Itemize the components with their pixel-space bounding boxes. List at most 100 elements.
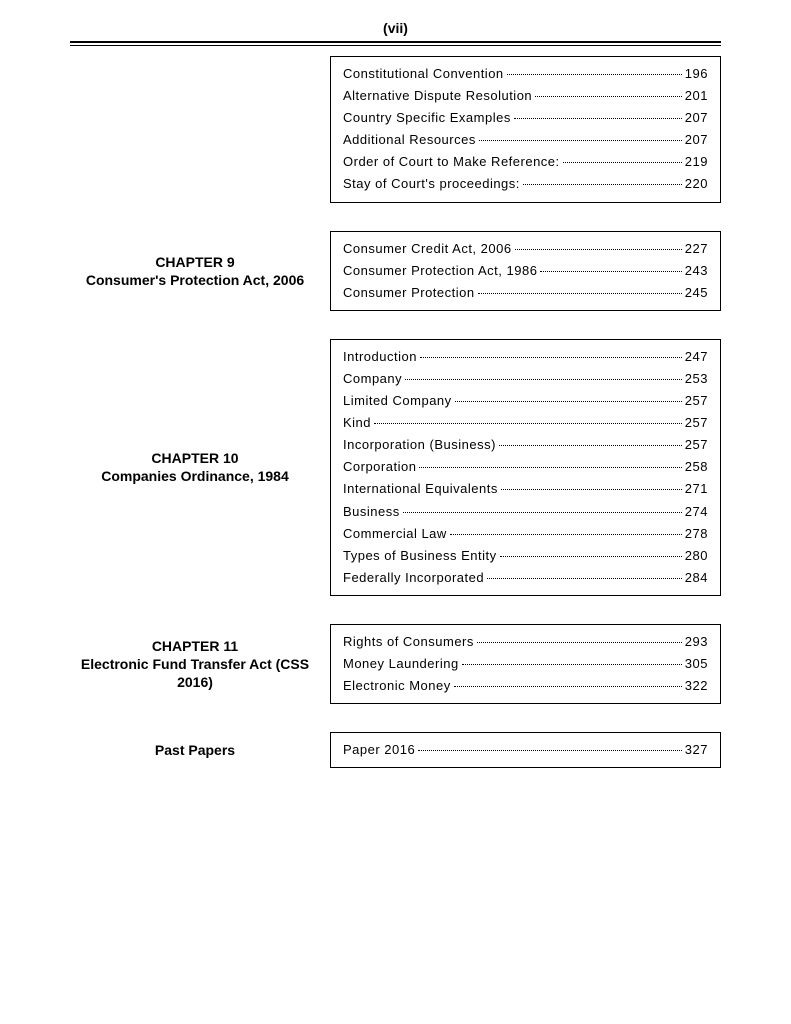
leader-dots	[418, 750, 682, 751]
entries-box: Constitutional Convention196Alternative …	[330, 56, 721, 203]
leader-dots	[450, 534, 682, 535]
toc-entry: Stay of Court's proceedings:220	[343, 173, 708, 195]
toc-entry: Consumer Protection Act, 1986 243	[343, 260, 708, 282]
toc-entry: Electronic Money 322	[343, 675, 708, 697]
entry-page: 280	[685, 545, 708, 567]
toc-sections: Constitutional Convention196Alternative …	[70, 56, 721, 768]
entry-page: 271	[685, 478, 708, 500]
entry-title: Alternative Dispute Resolution	[343, 85, 532, 107]
toc-section: Past Papers Paper 2016 327	[70, 732, 721, 768]
toc-entry: Commercial Law 278	[343, 523, 708, 545]
entry-page: 245	[685, 282, 708, 304]
entry-page: 201	[685, 85, 708, 107]
chapter-number: CHAPTER 9	[70, 253, 320, 271]
entry-page: 284	[685, 567, 708, 589]
leader-dots	[405, 379, 682, 380]
entry-title: Limited Company	[343, 390, 452, 412]
entry-title: Company	[343, 368, 402, 390]
section-label: CHAPTER 11Electronic Fund Transfer Act (…	[70, 637, 330, 692]
leader-dots	[374, 423, 682, 424]
page-number: (vii)	[70, 20, 721, 41]
toc-entry: Federally Incorporated 284	[343, 567, 708, 589]
entry-title: Kind	[343, 412, 371, 434]
leader-dots	[535, 96, 682, 97]
toc-entry: Constitutional Convention196	[343, 63, 708, 85]
entry-title: Federally Incorporated	[343, 567, 484, 589]
entry-title: Money Laundering	[343, 653, 459, 675]
toc-entry: Kind 257	[343, 412, 708, 434]
leader-dots	[420, 357, 682, 358]
toc-entry: Country Specific Examples207	[343, 107, 708, 129]
entries-box: Consumer Credit Act, 2006227Consumer Pro…	[330, 231, 721, 311]
entry-title: Additional Resources	[343, 129, 476, 151]
entry-title: Corporation	[343, 456, 416, 478]
entry-page: 305	[685, 653, 708, 675]
toc-entry: Rights of Consumers293	[343, 631, 708, 653]
entry-page: 257	[685, 390, 708, 412]
toc-entry: Company253	[343, 368, 708, 390]
entries-box: Rights of Consumers293Money Laundering 30…	[330, 624, 721, 704]
entry-title: Business	[343, 501, 400, 523]
entry-title: Country Specific Examples	[343, 107, 511, 129]
leader-dots	[454, 686, 682, 687]
toc-entry: Introduction247	[343, 346, 708, 368]
section-label: Past Papers	[70, 741, 330, 759]
entry-title: Consumer Protection Act, 1986	[343, 260, 537, 282]
header-rule-thick	[70, 41, 721, 43]
leader-dots	[500, 556, 682, 557]
entry-title: Commercial Law	[343, 523, 447, 545]
entry-title: Consumer Credit Act, 2006	[343, 238, 512, 260]
entry-title: Types of Business Entity	[343, 545, 497, 567]
entries-box: Introduction247Company253Limited Company…	[330, 339, 721, 596]
toc-entry: Corporation 258	[343, 456, 708, 478]
entry-page: 219	[685, 151, 708, 173]
entry-title: Electronic Money	[343, 675, 451, 697]
entry-page: 278	[685, 523, 708, 545]
toc-entry: Consumer Credit Act, 2006227	[343, 238, 708, 260]
chapter-number: Past Papers	[70, 741, 320, 759]
entry-title: International Equivalents	[343, 478, 498, 500]
toc-entry: Limited Company 257	[343, 390, 708, 412]
toc-entry: Incorporation (Business) 257	[343, 434, 708, 456]
entry-title: Constitutional Convention	[343, 63, 504, 85]
entry-page: 322	[685, 675, 708, 697]
leader-dots	[515, 249, 682, 250]
entry-page: 293	[685, 631, 708, 653]
leader-dots	[479, 140, 682, 141]
entry-page: 220	[685, 173, 708, 195]
leader-dots	[403, 512, 682, 513]
entries-box: Paper 2016 327	[330, 732, 721, 768]
leader-dots	[563, 162, 682, 163]
entry-title: Order of Court to Make Reference:	[343, 151, 560, 173]
leader-dots	[514, 118, 682, 119]
entry-title: Paper 2016	[343, 739, 415, 761]
leader-dots	[487, 578, 682, 579]
header-rule-thin	[70, 45, 721, 46]
leader-dots	[419, 467, 681, 468]
leader-dots	[478, 293, 682, 294]
toc-section: CHAPTER 9Consumer's Protection Act, 2006…	[70, 231, 721, 311]
entry-page: 257	[685, 434, 708, 456]
toc-section: CHAPTER 11Electronic Fund Transfer Act (…	[70, 624, 721, 704]
chapter-title: Companies Ordinance, 1984	[70, 467, 320, 485]
chapter-title: Electronic Fund Transfer Act (CSS 2016)	[70, 655, 320, 691]
leader-dots	[501, 489, 682, 490]
toc-entry: Consumer Protection245	[343, 282, 708, 304]
leader-dots	[507, 74, 682, 75]
entry-page: 257	[685, 412, 708, 434]
toc-section: CHAPTER 10Companies Ordinance, 1984Intro…	[70, 339, 721, 596]
toc-entry: Order of Court to Make Reference: 219	[343, 151, 708, 173]
entry-page: 258	[685, 456, 708, 478]
toc-section: Constitutional Convention196Alternative …	[70, 56, 721, 203]
entry-page: 274	[685, 501, 708, 523]
entry-page: 327	[685, 739, 708, 761]
entry-title: Introduction	[343, 346, 417, 368]
toc-entry: International Equivalents 271	[343, 478, 708, 500]
entry-page: 243	[685, 260, 708, 282]
leader-dots	[540, 271, 681, 272]
chapter-title: Consumer's Protection Act, 2006	[70, 271, 320, 289]
toc-entry: Paper 2016 327	[343, 739, 708, 761]
entry-title: Incorporation (Business)	[343, 434, 496, 456]
section-label: CHAPTER 10Companies Ordinance, 1984	[70, 449, 330, 485]
toc-entry: Alternative Dispute Resolution 201	[343, 85, 708, 107]
